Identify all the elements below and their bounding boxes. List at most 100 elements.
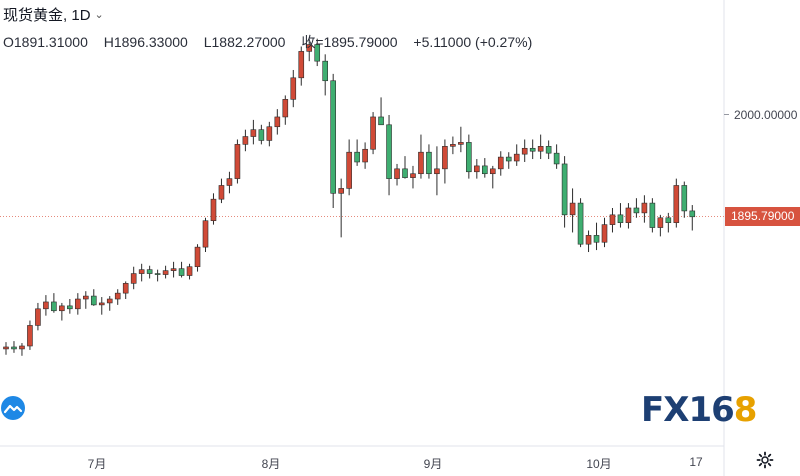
candle-body — [226, 178, 233, 186]
candle-body — [481, 165, 488, 175]
candle-body — [330, 80, 336, 194]
candle-body — [35, 308, 41, 326]
candle-body — [521, 147, 528, 155]
candle-body — [362, 148, 368, 163]
candle-body — [98, 302, 105, 306]
candle-body — [450, 144, 456, 147]
candle-body — [306, 44, 313, 52]
candle-body — [426, 151, 432, 175]
time-axis-label: 8月 — [261, 457, 281, 471]
candle-body — [386, 124, 392, 179]
candle-body — [250, 129, 257, 137]
candle-body — [625, 207, 632, 223]
candle-body — [266, 126, 273, 141]
candle-body — [83, 295, 89, 300]
candle-body — [370, 116, 376, 150]
candle-body — [242, 136, 249, 145]
candle-body — [402, 168, 408, 178]
candles — [3, 38, 696, 356]
candle-body — [561, 163, 568, 216]
price-axis-label: 2000.00000 — [734, 108, 798, 122]
candle-body — [322, 60, 329, 82]
candle-body — [609, 214, 616, 225]
candle-body — [633, 207, 640, 214]
candle-body — [346, 151, 352, 189]
candle-body — [466, 142, 472, 173]
candle-body — [282, 99, 289, 118]
candle-body — [51, 301, 57, 312]
candle-body — [3, 346, 9, 350]
candle-body — [394, 168, 400, 179]
candle-body — [665, 217, 672, 223]
candle-body — [418, 151, 424, 175]
candle-body — [106, 298, 113, 304]
candle-body — [354, 151, 360, 163]
open-value: O1891.31000 — [3, 34, 88, 50]
candle-body — [59, 305, 65, 312]
candle-body — [553, 152, 560, 165]
candle-body — [681, 185, 688, 212]
candle-body — [258, 129, 265, 141]
candle-body — [154, 273, 161, 275]
candle-body — [601, 224, 608, 243]
fx168-logo: FX168 — [641, 390, 757, 430]
candle-body — [138, 269, 145, 274]
candle-body — [298, 51, 305, 79]
candle-body — [162, 270, 169, 275]
candle-body — [194, 246, 201, 268]
candle-body — [673, 185, 680, 223]
close-value: 收=1895.79000 — [301, 34, 398, 50]
interval-label: 1D — [71, 7, 91, 24]
candle-body — [234, 144, 241, 179]
high-value: H1896.33000 — [103, 34, 188, 50]
candle-body — [11, 346, 17, 350]
time-axis-label: 9月 — [423, 457, 443, 471]
candle-body — [274, 116, 281, 128]
candle-body — [146, 269, 153, 274]
candle-body — [410, 173, 416, 178]
time-axis-label: 10月 — [586, 457, 612, 471]
instrument-name: 现货黄金 — [3, 7, 64, 24]
candle-body — [19, 345, 25, 350]
candle-body — [378, 116, 384, 126]
time-axis-label: 7月 — [87, 457, 107, 471]
low-value: L1882.27000 — [203, 34, 286, 50]
candle-body — [474, 165, 480, 173]
candle-body — [505, 156, 512, 162]
candle-body — [290, 77, 297, 100]
candle-body — [489, 168, 496, 175]
candle-body — [529, 147, 536, 152]
candle-body — [458, 142, 464, 145]
candle-body — [218, 185, 225, 200]
candle-body — [497, 156, 504, 170]
candle-body — [186, 266, 193, 276]
candle-body — [114, 292, 121, 300]
candle-body — [67, 305, 73, 310]
candle-body — [43, 301, 49, 310]
candle-body — [513, 153, 520, 162]
chart-title[interactable]: 现货黄金, 1D ⌄ — [3, 7, 104, 24]
candle-body — [689, 210, 696, 218]
candle-body — [170, 268, 177, 271]
candle-body — [202, 220, 209, 248]
candle-body — [434, 168, 440, 175]
ohlc-readout: O1891.31000 H1896.33000 L1882.27000 收=18… — [3, 32, 544, 52]
chevron-down-icon[interactable]: ⌄ — [94, 9, 104, 21]
candle-body — [90, 295, 97, 306]
candle-body — [657, 217, 664, 228]
candle-body — [314, 44, 321, 62]
candle-body — [641, 202, 648, 214]
candle-body — [210, 198, 217, 222]
candle-body — [593, 235, 600, 243]
candle-body — [75, 298, 81, 310]
candle-body — [338, 188, 344, 194]
candle-body — [545, 146, 552, 154]
candle-body — [649, 202, 656, 228]
tradingview-logo-icon[interactable] — [0, 395, 26, 421]
candle-body — [130, 273, 137, 284]
candle-body — [442, 146, 448, 170]
gear-icon[interactable] — [756, 451, 774, 469]
change-value: +5.11000 (+0.27%) — [413, 34, 533, 50]
candle-body — [122, 283, 129, 294]
